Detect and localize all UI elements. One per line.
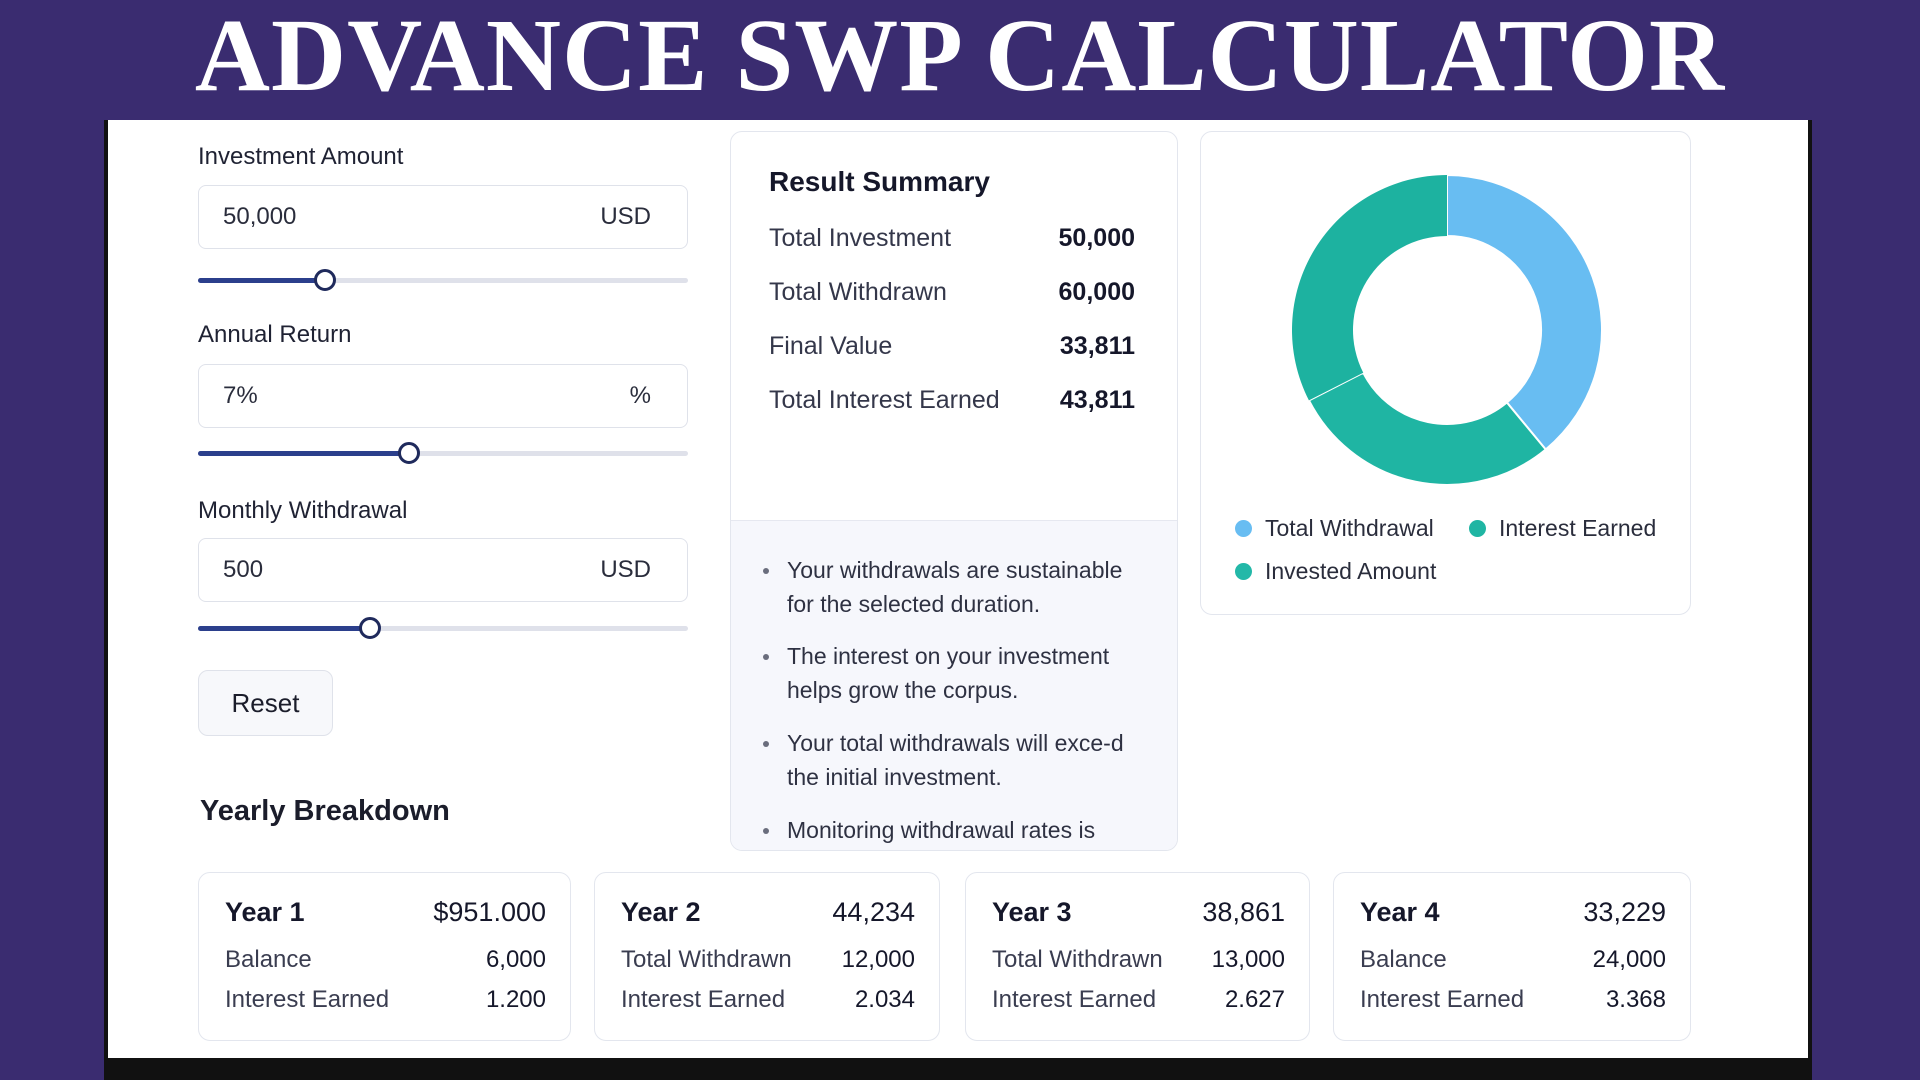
row-value: 12,000 [841, 946, 915, 973]
slider-thumb[interactable] [314, 269, 337, 291]
legend-dot [1235, 563, 1252, 580]
donut-chart [1292, 173, 1603, 486]
reset-button[interactable]: Reset [198, 670, 333, 736]
year-label: Year 3 [992, 897, 1072, 927]
unit-label: USD [600, 203, 651, 230]
year-label: Year 2 [621, 897, 701, 927]
chart-card: Total Withdrawal Interest Earned Investe… [1200, 131, 1691, 615]
slider-fill [198, 451, 409, 456]
annual-return-input[interactable]: 7%% [198, 364, 688, 428]
slider-thumb[interactable] [358, 617, 381, 639]
year-row: Interest Earned 2.034 [621, 986, 915, 1014]
yearly-breakdown-heading: Yearly Breakdown [200, 795, 450, 827]
investment-amount-slider[interactable] [198, 269, 688, 291]
insight-item: Your total withdrawals will exce-d the i… [763, 726, 1127, 794]
legend-label: Interest Earned [1499, 515, 1657, 541]
insight-item: Monitoring withdrawaɩl rates is crucial … [763, 813, 1117, 850]
donut-slice-total-withdrawal [1446, 173, 1603, 451]
annual-return-slider[interactable] [198, 442, 688, 464]
year-row: Interest Earned 1.200 [225, 986, 546, 1014]
legend-label: Total Withdrawal [1265, 515, 1434, 541]
year-header: Year 4 33,229 [1360, 897, 1666, 928]
row-value: 2.627 [1224, 986, 1285, 1013]
unit-label: USD [600, 556, 651, 583]
row-value: 3.368 [1605, 986, 1666, 1013]
legend-item: Invested Amount [1235, 558, 1436, 585]
year-header: Year 2 44,234 [621, 897, 915, 928]
row-value: 13,000 [1211, 946, 1285, 973]
unit-label: % [629, 382, 651, 409]
investment-amount-label: Investment Amount [198, 143, 404, 170]
result-summary-title: Result Summary [769, 166, 990, 197]
summary-value: 43,811 [1059, 386, 1135, 414]
legend-dot [1469, 520, 1486, 537]
summary-label: Final Value [769, 332, 893, 360]
year-label: Year 1 [225, 897, 305, 927]
year-header: Year 3 38,861 [992, 897, 1285, 928]
summary-row: Total Interest Earned 43,811 [769, 386, 1135, 415]
year-row: Total Withdrawn 13,000 [992, 946, 1285, 974]
summary-row: Total Withdrawn 60,000 [769, 278, 1135, 307]
input-value: 7% [223, 382, 258, 409]
result-summary-card: Result Summary Total Investment 50,000 To… [730, 131, 1178, 851]
summary-label: Total Withdrawn [769, 278, 947, 306]
input-value: 500 [223, 556, 264, 583]
legend-dot [1235, 520, 1252, 537]
summary-value: 33,811 [1059, 332, 1135, 360]
row-label: Total Withdrawn [621, 946, 792, 973]
row-value: 24,000 [1592, 946, 1666, 973]
donut-slice-interest-earned [1307, 371, 1548, 486]
row-label: Interest Earned [1360, 986, 1525, 1013]
year-value: $951.000 [433, 897, 546, 927]
year-header: Year 1 $951.000 [225, 897, 546, 928]
year-row: Interest Earned 2.627 [992, 986, 1285, 1014]
monthly-withdrawal-input[interactable]: 500 USD [198, 538, 688, 602]
year-row: Total Withdrawn 12,000 [621, 946, 915, 974]
year-card: Year 4 33,229 Balance 24,000 Interest Earn… [1333, 872, 1691, 1041]
year-row: Balance 24,000 [1360, 946, 1666, 974]
legend-label: Invested Amount [1265, 558, 1437, 584]
row-value: 1.200 [485, 986, 546, 1013]
legend-item: Interest Earned [1469, 515, 1656, 542]
year-value: 44,234 [832, 897, 915, 927]
monthly-withdrawal-slider[interactable] [198, 617, 688, 639]
row-label: Interest Earned [621, 986, 786, 1013]
year-card: Year 3 38,861 Total Withdrawn 13,000 Inter… [965, 872, 1310, 1041]
bottom-border [104, 1058, 1812, 1080]
summary-label: Total Investment [769, 224, 952, 252]
year-card: Year 2 44,234 Total Withdrawn 12,000 Inter… [594, 872, 940, 1041]
insight-item: The interest on your investment helps gr… [763, 639, 1127, 707]
summary-value: 50,000 [1058, 224, 1135, 252]
row-label: Total Withdrawn [992, 946, 1163, 973]
investment-amount-input[interactable]: 50,000 USD [198, 185, 688, 249]
insights-list: Your withdrawals are sustainable for the… [731, 520, 1177, 850]
year-value: 38,861 [1202, 897, 1285, 927]
donut-slice-invested-amount [1292, 175, 1447, 401]
legend-item: Total Withdrawal [1235, 515, 1434, 542]
year-row: Interest Earned 3.368 [1360, 986, 1666, 1014]
summary-value: 60,000 [1058, 278, 1135, 306]
year-value: 33,229 [1583, 897, 1666, 927]
row-value: 2.034 [854, 986, 915, 1013]
slider-fill [198, 626, 370, 631]
row-label: Interest Earned [225, 986, 390, 1013]
annual-return-label: Annual Return [198, 321, 352, 348]
summary-row: Total Investment 50,000 [769, 224, 1135, 253]
row-label: Balance [225, 946, 312, 973]
row-value: 6,000 [485, 946, 546, 973]
summary-label: Total Interest Earned [769, 386, 1000, 414]
year-label: Year 4 [1360, 897, 1440, 927]
page-title: ADVANCE SWP CALCULATOR [194, 0, 1726, 113]
slider-thumb[interactable] [397, 442, 420, 464]
row-label: Interest Earned [992, 986, 1157, 1013]
year-card: Year 1 $951.000 Balance 6,000 Interest Ear… [198, 872, 571, 1041]
insight-item: Your withdrawals are sustainable for the… [763, 553, 1127, 621]
slider-fill [198, 278, 326, 283]
input-value: 50,000 [223, 203, 297, 230]
row-label: Balance [1360, 946, 1447, 973]
monthly-withdrawal-label: Monthly Withdrawal [198, 497, 408, 524]
summary-row: Final Value 33,811 [769, 332, 1135, 361]
year-row: Balance 6,000 [225, 946, 546, 974]
